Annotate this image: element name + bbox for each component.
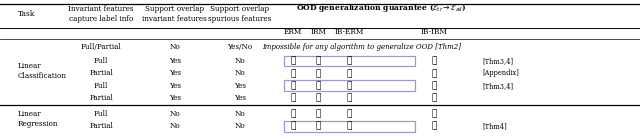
Text: [Appendix]: [Appendix] [482, 69, 519, 77]
Text: No: No [235, 57, 245, 65]
Text: ✓: ✓ [431, 56, 436, 66]
Text: [Thm4]: [Thm4] [482, 122, 507, 130]
Text: ✗: ✗ [316, 56, 321, 66]
Text: ✓: ✓ [431, 81, 436, 90]
Text: ✓: ✓ [316, 94, 321, 103]
Text: Partial: Partial [89, 69, 113, 77]
Text: ✓: ✓ [347, 56, 352, 66]
Text: OOD generalization guarantee ($\mathcal{E}_{tr} \rightarrow \mathcal{E}_{all}$): OOD generalization guarantee ($\mathcal{… [296, 2, 466, 14]
Text: ✗: ✗ [347, 122, 352, 131]
Text: Task: Task [18, 10, 35, 18]
Text: No: No [235, 122, 245, 130]
Bar [284, 80, 415, 91]
Text: Linear
Regression: Linear Regression [18, 111, 58, 128]
Text: Yes: Yes [169, 69, 180, 77]
Bar [284, 56, 415, 66]
Text: ✓: ✓ [316, 109, 321, 118]
Text: Partial: Partial [89, 94, 113, 102]
Text: Yes: Yes [169, 82, 180, 90]
Text: Support overlap
spurious features: Support overlap spurious features [209, 5, 271, 23]
Text: ✗: ✗ [291, 122, 296, 131]
Text: IB-IRM: IB-IRM [420, 28, 447, 36]
Text: [Thm3,4]: [Thm3,4] [482, 82, 513, 90]
Text: Full: Full [94, 57, 108, 65]
Text: Yes: Yes [169, 94, 180, 102]
Text: Yes: Yes [169, 57, 180, 65]
Text: ✗: ✗ [291, 94, 296, 103]
Text: IRM: IRM [310, 28, 326, 36]
Text: ✓: ✓ [347, 81, 352, 90]
Text: ✓: ✓ [291, 81, 296, 90]
Text: Linear
Classification: Linear Classification [18, 62, 67, 79]
Text: [Thm3,4]: [Thm3,4] [482, 57, 513, 65]
Text: Full: Full [94, 110, 108, 118]
Text: ERM: ERM [284, 28, 302, 36]
Text: No: No [170, 110, 180, 118]
Text: ✓: ✓ [431, 94, 436, 103]
Text: Yes: Yes [234, 94, 246, 102]
Text: ✓: ✓ [431, 109, 436, 118]
Text: ✓: ✓ [291, 109, 296, 118]
Text: Invariant features
capture label info: Invariant features capture label info [68, 5, 134, 23]
Bar [284, 121, 415, 132]
Text: ✗: ✗ [347, 69, 352, 78]
Text: IB-ERM: IB-ERM [335, 28, 364, 36]
Text: Yes/No: Yes/No [227, 43, 253, 51]
Text: ✓: ✓ [431, 69, 436, 78]
Text: ✓: ✓ [316, 122, 321, 131]
Text: Impossible for any algorithm to generalize OOD [Thm2]: Impossible for any algorithm to generali… [262, 43, 461, 51]
Text: Full/Partial: Full/Partial [81, 43, 122, 51]
Text: No: No [170, 43, 180, 51]
Text: No: No [170, 122, 180, 130]
Text: Partial: Partial [89, 122, 113, 130]
Text: ✗: ✗ [291, 56, 296, 66]
Text: ✗: ✗ [347, 94, 352, 103]
Text: ✗: ✗ [316, 69, 321, 78]
Text: Yes: Yes [234, 82, 246, 90]
Text: Support overlap
invariant features: Support overlap invariant features [142, 5, 207, 23]
Text: ✓: ✓ [431, 122, 436, 131]
Text: ✓: ✓ [347, 109, 352, 118]
Text: Full: Full [94, 82, 108, 90]
Text: No: No [235, 69, 245, 77]
Text: No: No [235, 110, 245, 118]
Text: ✗: ✗ [291, 69, 296, 78]
Text: ✓: ✓ [316, 81, 321, 90]
